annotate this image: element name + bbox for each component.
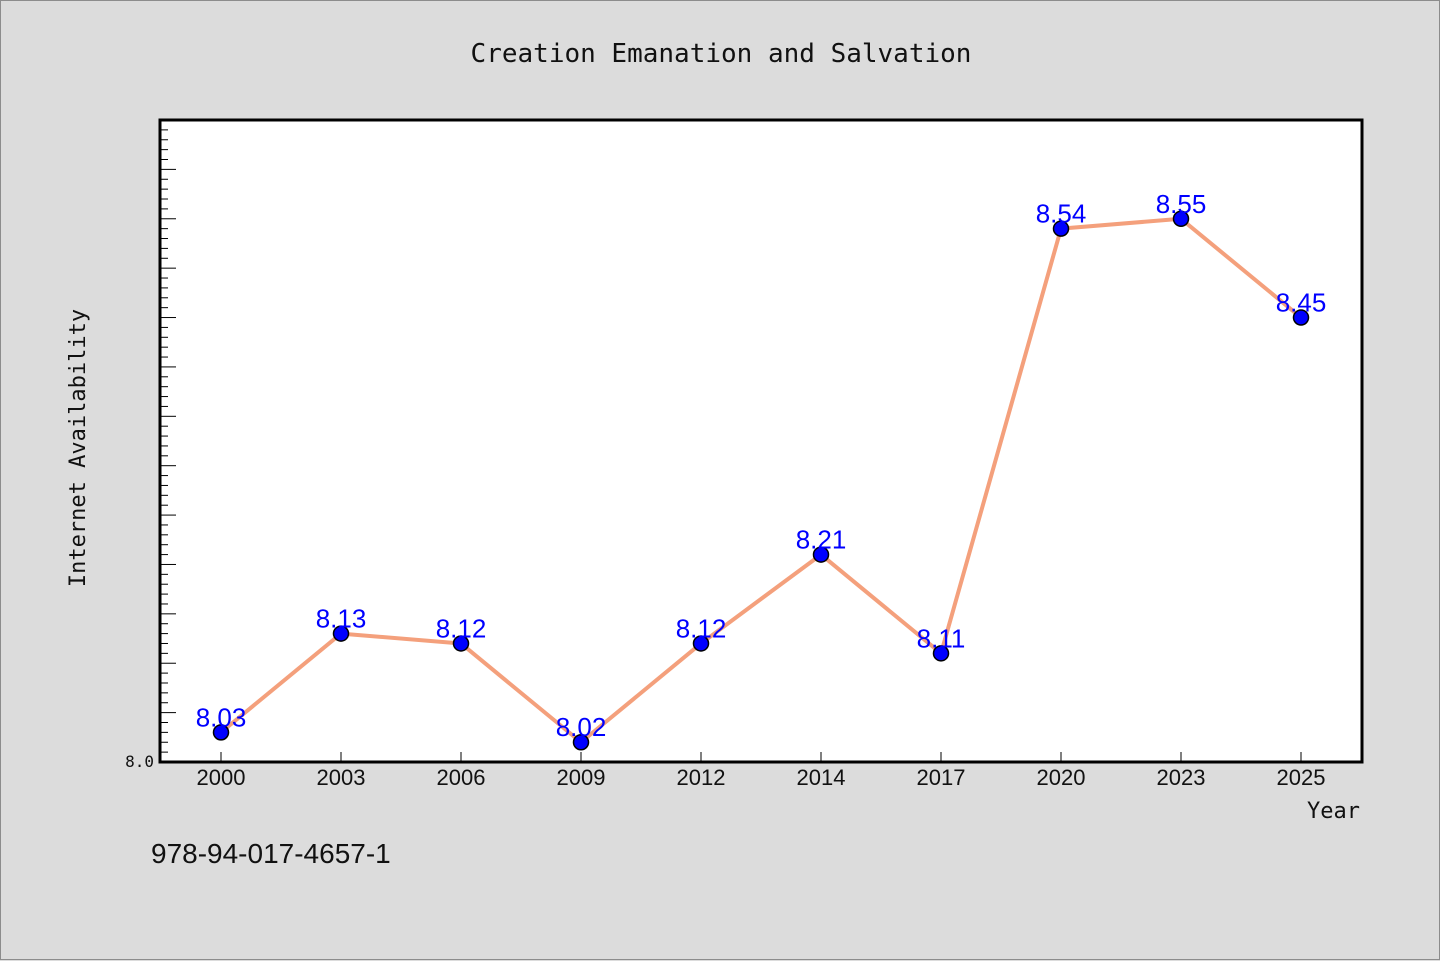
- data-label: 8.12: [676, 613, 727, 643]
- series-group: 8.03 8.13 8.12 8.02 8.12 8.21 8.11 8.54 8.55 8.45: [196, 189, 1327, 751]
- x-tick-label: 2000: [197, 765, 246, 790]
- x-tick-label: 2006: [437, 765, 486, 790]
- data-point: [692, 635, 710, 652]
- data-point: [572, 733, 590, 751]
- data-point: [212, 724, 230, 741]
- x-tick-label: 2017: [917, 765, 966, 790]
- data-label: 8.13: [316, 604, 367, 634]
- x-tick-label: 2025: [1277, 765, 1326, 790]
- chart-title: Creation Emanation and Salvation: [471, 39, 972, 69]
- data-label: 8.55: [1156, 189, 1207, 219]
- data-label: 8.45: [1276, 288, 1327, 318]
- data-point: [812, 546, 830, 563]
- data-label: 8.02: [556, 712, 607, 742]
- x-tick-label: 2020: [1037, 765, 1086, 790]
- x-tick-label: 2012: [677, 765, 726, 790]
- x-tick-label: 2003: [317, 765, 366, 790]
- series-line: [219, 216, 1303, 745]
- data-point: [332, 625, 350, 642]
- data-label: 8.03: [196, 702, 247, 732]
- isbn-footer: 978-94-017-4657-1: [151, 838, 391, 869]
- x-tick-label: 2009: [557, 765, 606, 790]
- data-label: 8.11: [917, 623, 966, 653]
- data-point: [452, 635, 470, 652]
- plot-area: [160, 120, 1362, 762]
- data-point: [1052, 220, 1070, 237]
- data-point: [1292, 309, 1310, 326]
- x-axis-label: Year: [1307, 799, 1360, 824]
- data-label: 8.12: [436, 613, 487, 643]
- x-tick-label: 2014: [797, 765, 846, 790]
- data-point: [932, 645, 950, 662]
- x-ticks: 2000 2003 2006 2009 2012 2014 2017 2020 2023 2025: [197, 752, 1326, 790]
- y-axis-label: Internet Availability: [66, 309, 91, 587]
- data-point: [1172, 210, 1190, 228]
- plot-border: [158, 118, 1364, 764]
- y-tick-label: 8.0: [125, 752, 154, 771]
- x-tick-label: 2023: [1157, 765, 1206, 790]
- data-label: 8.21: [796, 525, 847, 555]
- data-label: 8.54: [1036, 199, 1087, 229]
